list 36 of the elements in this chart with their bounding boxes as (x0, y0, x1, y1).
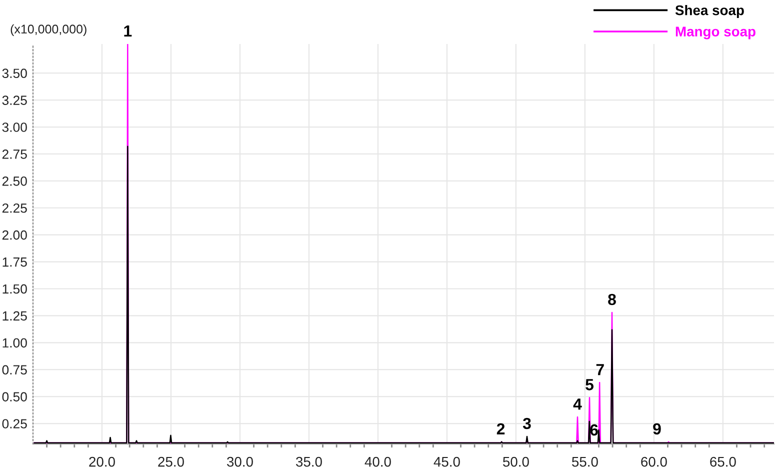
y-axis-title: (x10,000,000) (10, 24, 86, 36)
annotation: 2 (496, 423, 505, 434)
x-tick-label: 30.0 (227, 456, 253, 467)
text: Shea soap (675, 5, 744, 18)
y-tick-label: 0.50 (2, 392, 27, 402)
y-tick-label: 1.75 (2, 257, 27, 267)
annotation: 5 (586, 379, 594, 390)
y-tick-label: 3.50 (2, 68, 27, 78)
text: Mango soap (676, 26, 756, 40)
annotation: 7 (596, 364, 604, 376)
y-tick-label: 0.25 (2, 419, 27, 428)
line-series (34, 146, 774, 444)
y-tick-label: 2.75 (2, 150, 27, 159)
x-tick-label: 35.0 (296, 456, 322, 467)
x-tick-label: 65.0 (710, 456, 736, 467)
x-tick-label: 55.0 (572, 456, 598, 467)
annotation: 3 (522, 418, 531, 430)
annotation: 4 (573, 398, 582, 410)
x-tick-label: 40.0 (364, 456, 391, 467)
y-tick-label: 1.50 (2, 284, 27, 294)
y-tick-label: 3.00 (2, 122, 27, 132)
y-tick-label: 1.00 (2, 338, 27, 348)
y-tick-label: 2.00 (2, 230, 27, 240)
annotation: 1 (124, 26, 132, 37)
annotation: 8 (608, 294, 616, 306)
x-tick-label: 45.0 (434, 456, 460, 467)
y-tick-label: 3.25 (2, 96, 27, 105)
x-tick-label: 25.0 (158, 456, 184, 467)
x-tick-label: 50.0 (503, 456, 529, 467)
y-tick-label: 2.50 (2, 176, 27, 186)
y-tick-label: 0.75 (2, 365, 27, 375)
y-tick-label: 2.25 (2, 203, 27, 213)
y-tick-label: 1.25 (2, 311, 27, 321)
x-tick-label: 20.0 (89, 456, 115, 467)
annotation: 9 (653, 423, 661, 435)
x-tick-label: 60.0 (641, 456, 667, 467)
